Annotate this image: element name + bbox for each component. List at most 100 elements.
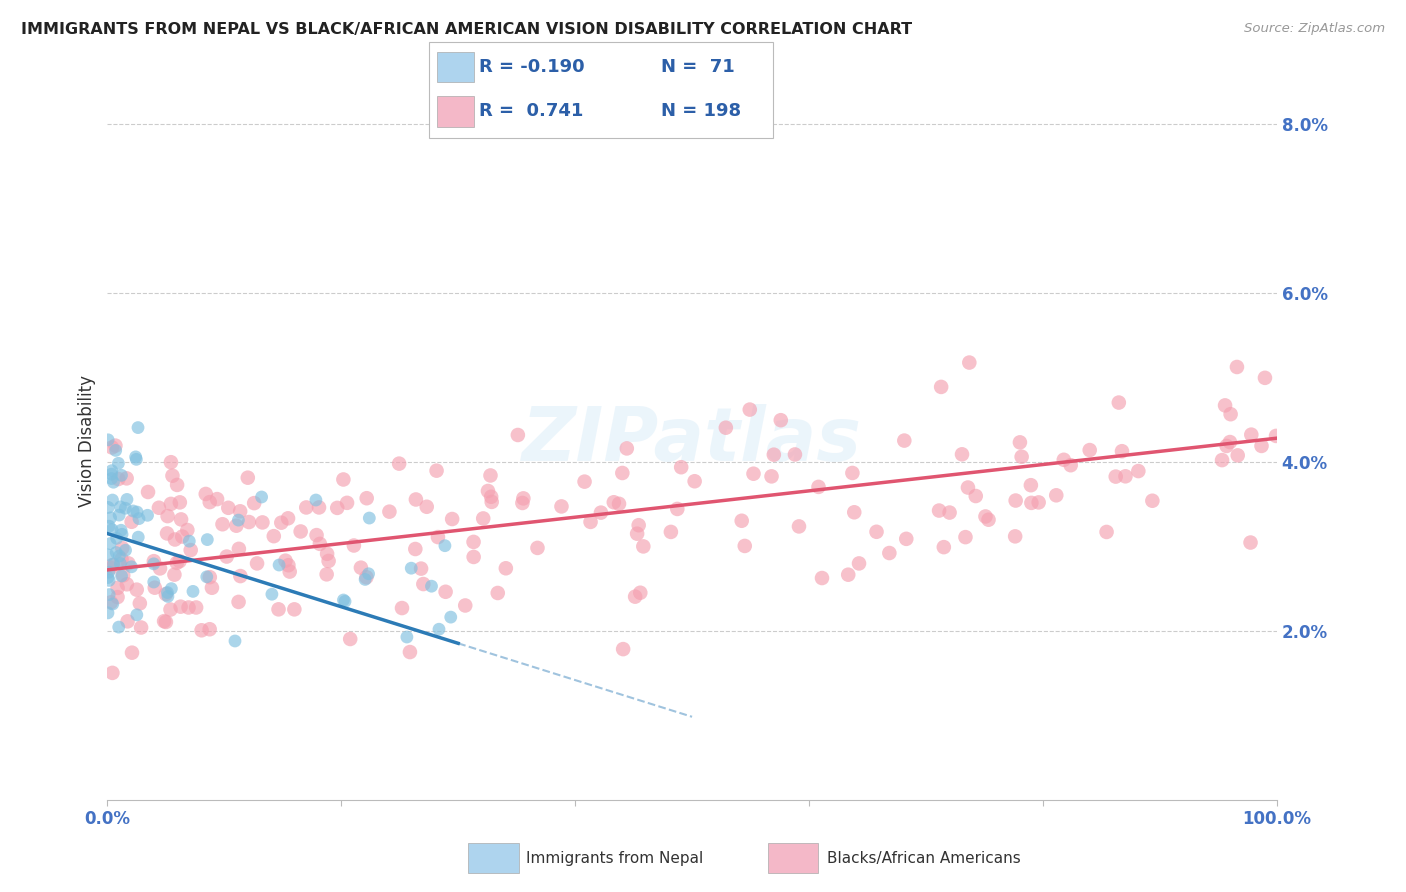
Point: [1008, 435, 1031, 450]
Point: [169, 599, 191, 614]
Point: [627, 518, 650, 533]
Point: [454, 599, 477, 613]
Point: [153, 614, 176, 628]
Y-axis label: Vision Disability: Vision Disability: [79, 375, 96, 507]
Point: [950, 447, 973, 461]
Point: [160, 455, 183, 469]
Point: [107, 456, 129, 470]
Point: [201, 581, 224, 595]
Point: [339, 632, 361, 646]
Point: [115, 577, 138, 591]
Point: [628, 586, 651, 600]
Point: [316, 547, 339, 561]
Point: [479, 468, 502, 483]
Point: [142, 554, 165, 568]
Point: [426, 530, 449, 544]
Point: [100, 467, 122, 482]
Point: [160, 497, 183, 511]
Point: [731, 514, 754, 528]
Point: [155, 615, 177, 629]
Point: [929, 380, 952, 394]
Point: [217, 500, 239, 515]
Point: [160, 582, 183, 596]
Point: [159, 602, 181, 616]
Point: [434, 584, 457, 599]
Point: [267, 602, 290, 616]
Point: [101, 597, 124, 611]
Point: [626, 526, 648, 541]
Point: [1095, 524, 1118, 539]
Point: [110, 557, 132, 571]
Point: [974, 509, 997, 524]
Point: [101, 523, 124, 537]
Point: [1226, 359, 1249, 374]
Point: [1053, 452, 1076, 467]
Point: [440, 610, 463, 624]
Point: [108, 549, 131, 563]
Point: [683, 475, 706, 489]
Point: [115, 471, 138, 485]
Point: [98, 588, 121, 602]
Point: [270, 516, 292, 530]
Text: R =  0.741: R = 0.741: [479, 103, 583, 120]
Point: [309, 537, 332, 551]
Point: [356, 491, 378, 506]
Point: [977, 513, 1000, 527]
Point: [246, 557, 269, 571]
Point: [956, 481, 979, 495]
Point: [127, 505, 149, 519]
Point: [156, 526, 179, 541]
Point: [129, 620, 152, 634]
Point: [156, 590, 179, 604]
Point: [121, 515, 143, 529]
Point: [169, 495, 191, 509]
Point: [122, 504, 145, 518]
Point: [127, 530, 149, 544]
Point: [243, 496, 266, 510]
Point: [844, 505, 866, 519]
Point: [228, 513, 250, 527]
Point: [356, 570, 378, 584]
Point: [357, 566, 380, 581]
Point: [101, 441, 124, 455]
Point: [198, 570, 221, 584]
Point: [260, 587, 283, 601]
Point: [101, 558, 124, 572]
Point: [787, 519, 810, 533]
Point: [1004, 493, 1026, 508]
Point: [837, 567, 859, 582]
Point: [205, 492, 228, 507]
Point: [125, 452, 148, 467]
Point: [1213, 398, 1236, 412]
Point: [928, 503, 950, 517]
Point: [1128, 464, 1150, 478]
Point: [107, 590, 129, 604]
Point: [236, 471, 259, 485]
Text: N =  71: N = 71: [661, 58, 734, 76]
Point: [332, 473, 354, 487]
Point: [156, 509, 179, 524]
Point: [762, 448, 785, 462]
Point: [198, 495, 221, 509]
Point: [1219, 407, 1241, 421]
Point: [1105, 469, 1128, 483]
Point: [125, 607, 148, 622]
Point: [107, 620, 129, 634]
Point: [932, 540, 955, 554]
Point: [965, 489, 987, 503]
Point: [624, 590, 647, 604]
Point: [395, 630, 418, 644]
Point: [142, 557, 165, 571]
Point: [589, 506, 612, 520]
Point: [128, 596, 150, 610]
Point: [388, 457, 411, 471]
Point: [1045, 488, 1067, 502]
Point: [865, 524, 887, 539]
Point: [477, 483, 499, 498]
Point: [955, 530, 977, 544]
Point: [114, 543, 136, 558]
Point: [110, 552, 132, 566]
Point: [807, 480, 830, 494]
Point: [277, 558, 299, 573]
Point: [103, 557, 125, 571]
